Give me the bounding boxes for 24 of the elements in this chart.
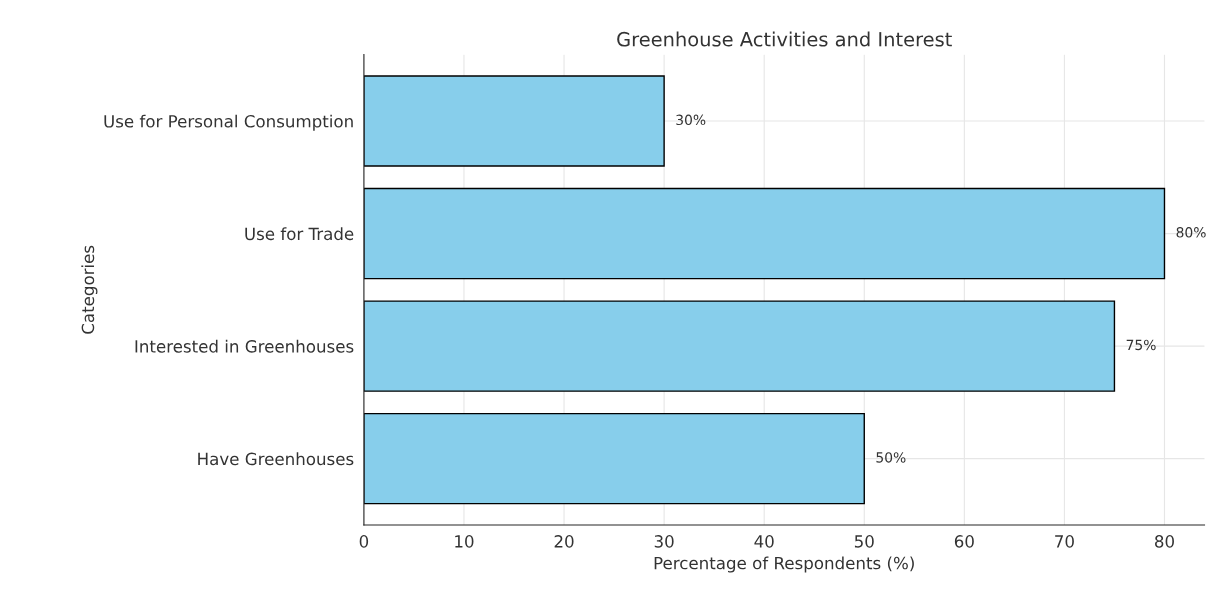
y-tick-label: Interested in Greenhouses (135, 339, 354, 353)
x-tick-label: 50 (854, 535, 874, 548)
bar (363, 75, 665, 167)
y-tick-label: Use for Trade (245, 227, 354, 241)
x-tick-label: 30 (654, 535, 674, 548)
bar (363, 300, 1116, 392)
y-axis-title: Categories (81, 245, 98, 334)
chart-title: Greenhouse Activities and Interest (617, 31, 952, 47)
x-tick-label: 80 (1155, 535, 1174, 548)
x-tick-label: 0 (359, 535, 369, 548)
bar (363, 412, 865, 505)
x-tick-label: 10 (455, 535, 474, 548)
x-tick-label: 60 (954, 535, 974, 548)
bar (363, 187, 1166, 280)
data-label: 75% (1126, 339, 1156, 351)
data-label: 30% (676, 114, 706, 126)
x-axis-title: Percentage of Respondents (%) (654, 556, 914, 573)
x-tick-label: 40 (754, 535, 774, 548)
y-tick-label: Have Greenhouses (198, 452, 354, 466)
y-tick-label: Use for Personal Consumption (104, 114, 353, 131)
data-label: 80% (1176, 227, 1206, 238)
x-tick-label: 20 (554, 535, 574, 548)
data-label: 50% (876, 452, 906, 463)
x-tick-label: 70 (1055, 535, 1074, 548)
